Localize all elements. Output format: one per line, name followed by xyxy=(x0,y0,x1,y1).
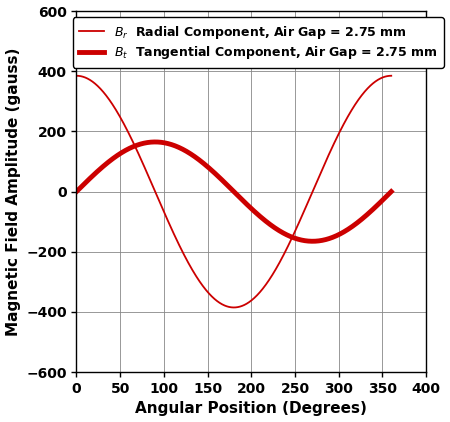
Line: $B_t$  Tangential Component, Air Gap = 2.75 mm: $B_t$ Tangential Component, Air Gap = 2.… xyxy=(76,142,391,241)
$B_r$  Radial Component, Air Gap = 2.75 mm xyxy=(212,297,218,302)
$B_t$  Tangential Component, Air Gap = 2.75 mm xyxy=(201,161,207,166)
$B_r$  Radial Component, Air Gap = 2.75 mm xyxy=(325,154,331,159)
$B_r$  Radial Component, Air Gap = 2.75 mm xyxy=(290,233,296,238)
$B_t$  Tangential Component, Air Gap = 2.75 mm xyxy=(325,236,331,241)
$B_r$  Radial Component, Air Gap = 2.75 mm xyxy=(320,167,325,172)
$B_r$  Radial Component, Air Gap = 2.75 mm xyxy=(231,305,236,310)
$B_r$  Radial Component, Air Gap = 2.75 mm xyxy=(201,285,207,290)
$B_r$  Radial Component, Air Gap = 2.75 mm xyxy=(106,96,111,101)
Line: $B_r$  Radial Component, Air Gap = 2.75 mm: $B_r$ Radial Component, Air Gap = 2.75 m… xyxy=(76,76,391,308)
$B_t$  Tangential Component, Air Gap = 2.75 mm xyxy=(106,160,111,165)
$B_t$  Tangential Component, Air Gap = 2.75 mm xyxy=(320,238,325,243)
$B_r$  Radial Component, Air Gap = 2.75 mm xyxy=(74,73,79,78)
$B_t$  Tangential Component, Air Gap = 2.75 mm xyxy=(153,139,158,144)
Y-axis label: Magnetic Field Amplitude (gauss): Magnetic Field Amplitude (gauss) xyxy=(5,47,21,336)
$B_t$  Tangential Component, Air Gap = 2.75 mm xyxy=(290,235,296,240)
Legend: $B_r$  Radial Component, Air Gap = 2.75 mm, $B_t$  Tangential Component, Air Gap: $B_r$ Radial Component, Air Gap = 2.75 m… xyxy=(73,17,444,68)
X-axis label: Angular Position (Degrees): Angular Position (Degrees) xyxy=(135,401,367,417)
$B_r$  Radial Component, Air Gap = 2.75 mm xyxy=(388,73,394,78)
$B_t$  Tangential Component, Air Gap = 2.75 mm xyxy=(213,171,218,176)
$B_t$  Tangential Component, Air Gap = 2.75 mm xyxy=(388,189,394,194)
$B_t$  Tangential Component, Air Gap = 2.75 mm xyxy=(74,189,79,194)
$B_t$  Tangential Component, Air Gap = 2.75 mm xyxy=(310,239,315,244)
